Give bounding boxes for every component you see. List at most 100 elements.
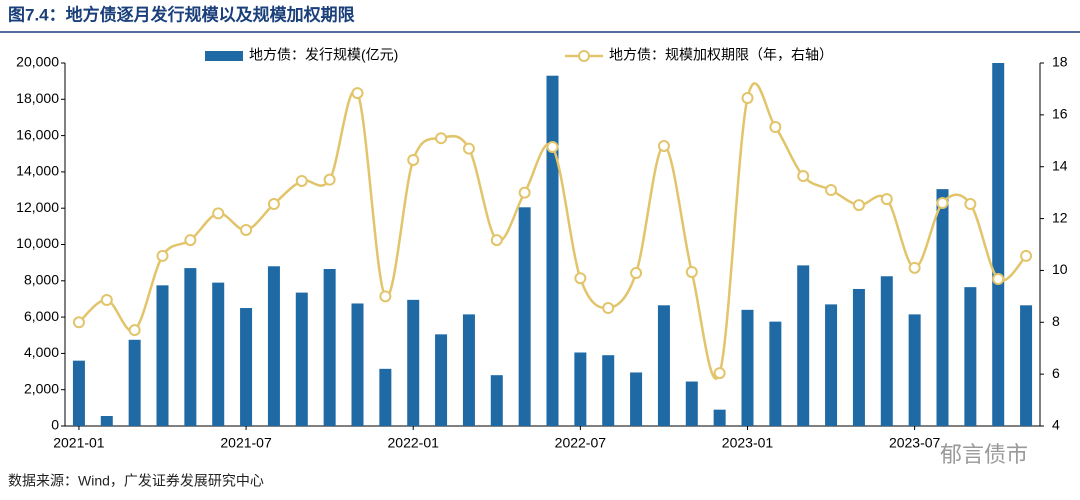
line-point <box>936 197 949 210</box>
line-point <box>267 198 280 211</box>
bar <box>212 282 225 426</box>
line-point <box>184 234 197 247</box>
bar <box>546 75 559 426</box>
y2-tick-label: 18 <box>1052 54 1068 70</box>
bar <box>825 304 838 426</box>
line-point <box>908 261 921 274</box>
bar <box>797 265 810 426</box>
bar <box>992 63 1005 426</box>
line-point <box>435 132 448 145</box>
bar <box>574 352 587 426</box>
y2-tick-label: 8 <box>1052 313 1060 329</box>
bar <box>490 375 503 426</box>
bar <box>267 266 280 426</box>
bar <box>685 381 698 426</box>
bar <box>518 207 531 426</box>
line-point <box>741 92 754 105</box>
bar <box>908 314 921 426</box>
line-point <box>685 265 698 278</box>
x-tick-label: 2021-01 <box>53 435 105 451</box>
line-point <box>852 199 865 212</box>
line-point <box>100 293 113 306</box>
y2-tick-label: 4 <box>1052 417 1060 433</box>
bar <box>741 309 754 426</box>
y-tick-label: 6,000 <box>24 308 59 324</box>
y2-tick-label: 12 <box>1052 209 1068 225</box>
y-tick-label: 14,000 <box>16 163 59 179</box>
line-point <box>880 193 893 206</box>
bar <box>240 308 253 426</box>
line-point <box>128 324 141 337</box>
bar <box>769 321 782 426</box>
line-point <box>630 267 643 280</box>
line-point <box>323 173 336 186</box>
legend-label: 地方债：规模加权期限（年，右轴） <box>609 47 833 63</box>
bar <box>295 292 308 426</box>
bar <box>936 189 949 426</box>
watermark: 郁言债市 <box>940 442 1028 467</box>
line-point <box>462 142 475 155</box>
y-tick-label: 4,000 <box>24 344 59 360</box>
line-point <box>156 249 169 262</box>
y-tick-label: 10,000 <box>16 235 59 251</box>
bar <box>379 368 392 426</box>
line-point <box>240 223 253 236</box>
line-point <box>212 207 225 220</box>
line-point <box>713 367 726 380</box>
bar <box>184 268 197 426</box>
bar <box>128 339 141 426</box>
bar <box>323 269 336 426</box>
bar <box>156 285 169 426</box>
bar <box>964 287 977 426</box>
line-point <box>797 170 810 183</box>
line-point <box>295 174 308 187</box>
line-point <box>574 272 587 285</box>
bar <box>435 334 448 426</box>
bar <box>657 305 670 426</box>
line-point <box>351 87 364 100</box>
line-point <box>769 121 782 134</box>
bar <box>407 299 420 426</box>
y-tick-label: 12,000 <box>16 199 59 215</box>
line-point <box>407 153 420 166</box>
bar <box>100 416 113 426</box>
line-point <box>657 139 670 152</box>
bar <box>72 360 85 426</box>
x-tick-label: 2023-01 <box>722 435 774 451</box>
line-point <box>992 272 1005 285</box>
y2-tick-label: 10 <box>1052 261 1068 277</box>
bar <box>880 276 893 426</box>
y-tick-label: 8,000 <box>24 272 59 288</box>
y2-tick-label: 16 <box>1052 106 1068 122</box>
legend-swatch <box>205 51 243 61</box>
source: 数据来源：Wind，广发证券发展研究中心 <box>8 473 264 489</box>
legend-swatch <box>578 50 590 62</box>
bar <box>351 303 364 426</box>
y-tick-label: 18,000 <box>16 90 59 106</box>
x-tick-label: 2022-07 <box>555 435 607 451</box>
y-tick-label: 2,000 <box>24 380 59 396</box>
line-point <box>964 198 977 211</box>
line-point <box>518 186 531 199</box>
line-point <box>1020 249 1033 262</box>
line-point <box>379 290 392 303</box>
line-point <box>72 316 85 329</box>
y-tick-label: 0 <box>51 417 59 433</box>
y2-tick-label: 14 <box>1052 157 1068 173</box>
bar <box>852 288 865 426</box>
line-point <box>602 302 615 315</box>
bar <box>602 355 615 426</box>
bar <box>630 372 643 426</box>
x-tick-label: 2023-07 <box>889 435 941 451</box>
bar <box>713 409 726 426</box>
line-point <box>546 141 559 154</box>
line-point <box>490 234 503 247</box>
y2-tick-label: 6 <box>1052 365 1060 381</box>
line-point <box>825 184 838 197</box>
x-tick-label: 2021-07 <box>220 435 272 451</box>
legend-label: 地方债：发行规模(亿元) <box>249 47 398 63</box>
y-tick-label: 20,000 <box>16 54 59 70</box>
bar <box>1020 305 1033 426</box>
y-tick-label: 16,000 <box>16 126 59 142</box>
